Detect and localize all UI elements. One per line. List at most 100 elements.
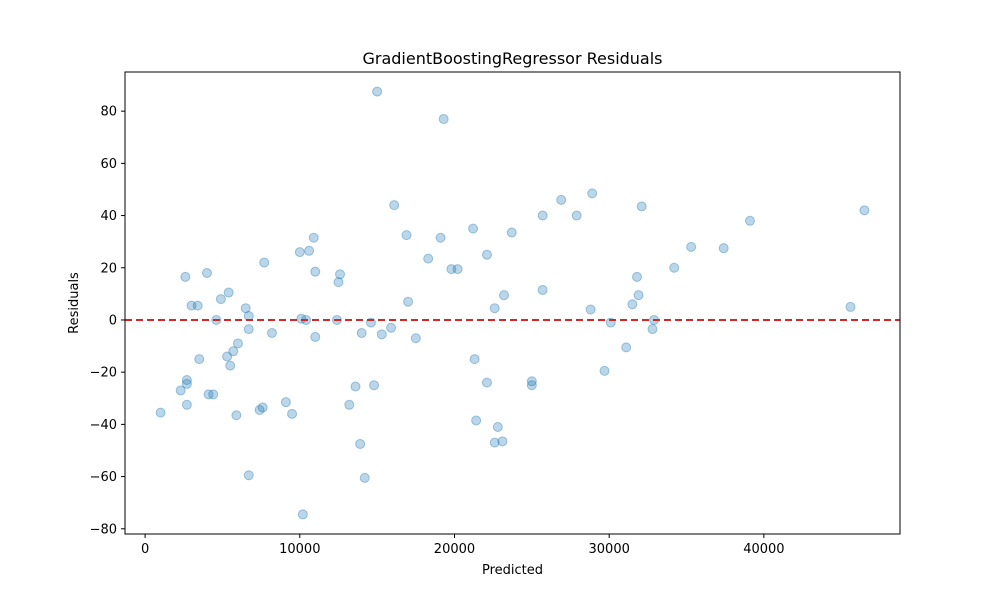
y-tick-label: −20 xyxy=(90,366,117,381)
data-point xyxy=(401,230,412,241)
data-point xyxy=(350,381,361,392)
data-point xyxy=(438,113,449,124)
data-point xyxy=(621,342,632,353)
data-point xyxy=(376,329,387,340)
data-point xyxy=(537,284,548,295)
data-point xyxy=(181,378,192,389)
data-point xyxy=(633,290,644,301)
y-axis-ticks: −80 −60 −40 −20 0 20 40 60 80 xyxy=(90,105,125,537)
data-point xyxy=(228,346,239,357)
data-point xyxy=(243,324,254,335)
data-point xyxy=(537,210,548,221)
data-point xyxy=(526,376,537,387)
data-point xyxy=(744,215,755,226)
data-point xyxy=(280,397,291,408)
y-axis-label: Residuals xyxy=(67,272,82,334)
data-points xyxy=(155,86,870,520)
data-point xyxy=(310,266,321,277)
data-point xyxy=(497,436,508,447)
data-point xyxy=(208,389,219,400)
data-point xyxy=(492,421,503,432)
y-tick-label: 60 xyxy=(100,157,117,172)
data-point xyxy=(435,232,446,243)
data-point xyxy=(585,304,596,315)
data-point xyxy=(181,375,192,385)
y-tick-label: 80 xyxy=(100,105,117,120)
data-point xyxy=(636,201,647,212)
data-point xyxy=(686,241,697,252)
x-tick-label: 10000 xyxy=(279,542,320,557)
data-point xyxy=(287,408,298,419)
data-point xyxy=(627,299,638,310)
data-point xyxy=(718,243,729,254)
data-point xyxy=(294,247,305,258)
data-point xyxy=(215,294,226,305)
data-point xyxy=(155,407,166,418)
data-point xyxy=(192,300,203,311)
data-point xyxy=(599,365,610,376)
data-point xyxy=(243,470,254,481)
y-tick-label: −60 xyxy=(90,470,117,485)
data-point xyxy=(175,385,186,396)
data-point xyxy=(225,360,236,371)
data-point xyxy=(222,351,233,362)
data-point xyxy=(259,257,270,268)
data-point xyxy=(359,472,370,483)
x-tick-label: 40000 xyxy=(743,542,784,557)
y-tick-label: 20 xyxy=(100,261,117,276)
y-tick-label: −40 xyxy=(90,418,117,433)
y-tick-label: 0 xyxy=(109,313,117,328)
x-tick-label: 30000 xyxy=(589,542,630,557)
data-point xyxy=(498,290,509,301)
data-point xyxy=(372,86,383,97)
data-point xyxy=(203,389,214,400)
data-point xyxy=(481,249,492,260)
data-point xyxy=(257,402,268,413)
data-point xyxy=(186,300,197,311)
data-point xyxy=(859,205,870,216)
data-point xyxy=(266,328,277,339)
data-point xyxy=(403,296,414,307)
data-point xyxy=(845,301,856,312)
data-point xyxy=(333,277,344,288)
data-point xyxy=(587,188,598,199)
data-point xyxy=(452,264,463,275)
data-point xyxy=(310,331,321,342)
data-point xyxy=(355,438,366,449)
data-point xyxy=(201,267,212,278)
data-point xyxy=(369,380,380,391)
data-point xyxy=(232,338,243,349)
x-tick-label: 0 xyxy=(141,542,149,557)
data-point xyxy=(389,200,400,211)
data-point xyxy=(526,380,537,391)
data-point xyxy=(489,303,500,314)
data-point xyxy=(254,405,265,416)
data-point xyxy=(194,354,205,365)
data-point xyxy=(308,232,319,243)
data-point xyxy=(669,262,680,273)
data-point xyxy=(304,245,315,256)
data-point xyxy=(231,410,242,421)
data-point xyxy=(386,322,397,333)
data-point xyxy=(469,354,480,365)
data-point xyxy=(556,194,567,205)
data-point xyxy=(240,303,251,314)
data-point xyxy=(571,210,582,221)
data-point xyxy=(297,509,308,520)
data-point xyxy=(356,328,367,339)
data-point xyxy=(335,269,346,280)
plot-frame xyxy=(124,71,901,535)
x-axis-label: Predicted xyxy=(482,563,543,578)
data-point xyxy=(423,253,434,264)
x-axis-ticks: 0 10000 20000 30000 40000 xyxy=(141,534,785,557)
data-point xyxy=(506,227,517,238)
data-point xyxy=(468,223,479,234)
data-point xyxy=(471,415,482,426)
x-tick-label: 20000 xyxy=(434,542,475,557)
data-point xyxy=(223,287,234,298)
data-point xyxy=(446,264,457,275)
y-tick-label: 40 xyxy=(100,209,117,224)
